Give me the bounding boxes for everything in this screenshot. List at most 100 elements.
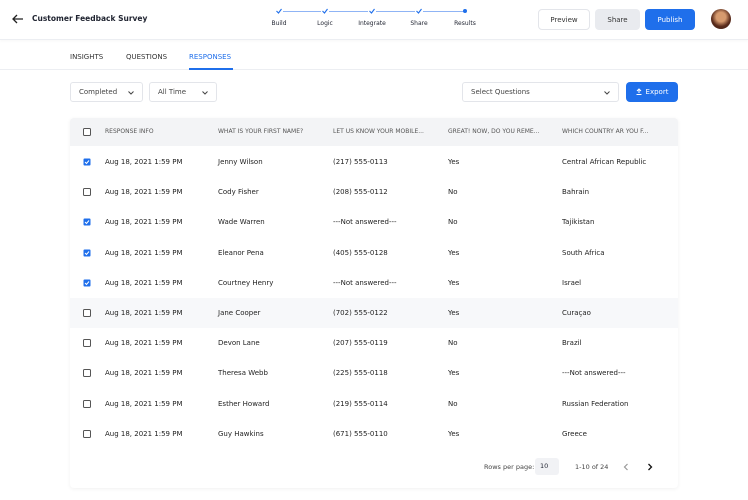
cell: ---Not answered---	[333, 218, 397, 227]
table-row[interactable]: Aug 18, 2021 1:59 PM Theresa Webb (225) 55…	[70, 358, 678, 388]
prev-page[interactable]	[623, 463, 629, 471]
step-label[interactable]: Results	[454, 20, 476, 27]
cell: (671) 555-0110	[333, 429, 388, 438]
cell: (217) 555-0113	[333, 158, 388, 166]
cell: No	[448, 339, 458, 348]
cell: ---Not answered---	[333, 278, 397, 287]
cell: Yes	[448, 369, 460, 378]
cell: (219) 555-0114	[333, 399, 388, 408]
column-header: WHICH COUNTRY AR YOU F...	[562, 128, 649, 135]
cell: Aug 18, 2021 1:59 PM	[105, 369, 183, 378]
topbar	[0, 0, 748, 40]
tab[interactable]: QUESTIONS	[126, 53, 168, 61]
cell: Guy Hawkins	[218, 429, 264, 438]
table-row[interactable]: Aug 18, 2021 1:59 PM Courtney Henry ---Not…	[70, 268, 678, 298]
cell: Jane Cooper	[218, 309, 261, 317]
rows-per-page[interactable]: 10	[535, 458, 559, 475]
cell: Greece	[562, 429, 587, 438]
step-check	[415, 7, 423, 15]
table-header	[70, 118, 678, 146]
cell: Devon Lane	[218, 339, 260, 348]
chevron	[128, 91, 134, 95]
cell: Aug 18, 2021 1:59 PM	[105, 278, 183, 287]
checkbox[interactable]	[83, 279, 91, 287]
checkbox[interactable]	[83, 128, 91, 136]
checkbox[interactable]	[83, 188, 91, 197]
cell: Wade Warren	[218, 218, 265, 227]
rows-per-page-value: 10	[540, 462, 549, 470]
tab[interactable]: INSIGHTS	[70, 53, 104, 61]
avatar[interactable]	[711, 9, 731, 29]
cell: Aug 18, 2021 1:59 PM	[105, 218, 183, 227]
table-row[interactable]: Aug 18, 2021 1:59 PM Jane Cooper (702) 555…	[70, 298, 678, 328]
cell: Esther Howard	[218, 399, 270, 408]
cell: Jenny Wilson	[218, 158, 263, 166]
header-button[interactable]: Publish	[645, 9, 695, 30]
checkbox[interactable]	[83, 399, 91, 408]
cell: (405) 555-0128	[333, 248, 388, 257]
table-row[interactable]: Aug 18, 2021 1:59 PM Esther Howard (219) 5…	[70, 389, 678, 419]
cell: Aug 18, 2021 1:59 PM	[105, 429, 183, 438]
cell: No	[448, 399, 458, 408]
page-range: 1-10 of 24	[575, 463, 609, 471]
back-arrow[interactable]	[12, 14, 24, 24]
step-check	[321, 7, 329, 15]
checkbox[interactable]	[83, 249, 91, 257]
step-label[interactable]: Integrate	[358, 20, 386, 27]
dropdown[interactable]: Select Questions	[462, 82, 619, 102]
dropdown-label: Completed	[79, 88, 118, 96]
table-row[interactable]: Aug 18, 2021 1:59 PM Devon Lane (207) 555-…	[70, 328, 678, 358]
column-header: WHAT IS YOUR FIRST NAME?	[218, 128, 304, 135]
table-row[interactable]: Aug 18, 2021 1:59 PM Jenny Wilson (217) 55…	[70, 147, 678, 177]
step-check	[275, 7, 283, 15]
cell: Theresa Webb	[218, 369, 268, 378]
checkbox[interactable]	[83, 218, 91, 226]
next-page[interactable]	[647, 463, 653, 471]
tab-underline	[189, 68, 233, 70]
checkbox[interactable]	[83, 309, 91, 317]
chevron	[604, 91, 610, 95]
export-button[interactable]: Export	[626, 82, 678, 102]
column-header: GREAT! NOW, DO YOU REME...	[448, 128, 540, 135]
dropdown[interactable]: Completed	[70, 82, 143, 102]
step-label[interactable]: Share	[410, 20, 428, 27]
cell: Aug 18, 2021 1:59 PM	[105, 309, 183, 317]
cell: Brazil	[562, 339, 582, 348]
header-button[interactable]: Share	[595, 9, 640, 30]
cell: Yes	[448, 429, 460, 438]
cell: South Africa	[562, 248, 605, 257]
dropdown-label: Select Questions	[471, 88, 530, 96]
checkbox[interactable]	[83, 369, 91, 378]
table-row[interactable]: Aug 18, 2021 1:59 PM Cody Fisher (208) 555…	[70, 177, 678, 207]
step-dot	[463, 9, 467, 13]
rows-per-page-label: Rows per page:	[484, 463, 535, 471]
tab[interactable]: RESPONSES	[189, 53, 232, 61]
rows: Aug 18, 2021 1:59 PM Jenny Wilson (217) 55…	[70, 147, 678, 449]
checkbox[interactable]	[83, 429, 91, 438]
column-header: LET US KNOW YOUR MOBILE...	[333, 128, 424, 135]
cell: (225) 555-0118	[333, 369, 388, 378]
cell: Curaçao	[562, 309, 591, 317]
checkbox[interactable]	[83, 158, 91, 166]
cell: Bahrain	[562, 188, 590, 197]
cell: No	[448, 188, 458, 197]
dropdown[interactable]: All Time	[149, 82, 217, 102]
header-button[interactable]: Preview	[538, 9, 590, 30]
tabs-divider	[0, 69, 748, 70]
cell: Tajikistan	[562, 218, 595, 227]
step-label[interactable]: Logic	[317, 20, 333, 27]
table-row[interactable]: Aug 18, 2021 1:59 PM Wade Warren ---Not an…	[70, 207, 678, 237]
cell: Aug 18, 2021 1:59 PM	[105, 339, 183, 348]
export-label: Export	[645, 88, 669, 96]
cell: Aug 18, 2021 1:59 PM	[105, 158, 183, 166]
checkbox[interactable]	[83, 339, 91, 348]
dropdown-label: All Time	[158, 88, 187, 96]
export-icon	[636, 88, 642, 95]
table-row[interactable]: Aug 18, 2021 1:59 PM Guy Hawkins (671) 555…	[70, 419, 678, 449]
table-row[interactable]: Aug 18, 2021 1:59 PM Eleanor Pena (405) 55…	[70, 238, 678, 268]
step-label[interactable]: Build	[271, 20, 287, 27]
cell: (702) 555-0122	[333, 309, 388, 317]
column-header: RESPONSE INFO	[105, 128, 154, 135]
step-check	[368, 7, 376, 15]
